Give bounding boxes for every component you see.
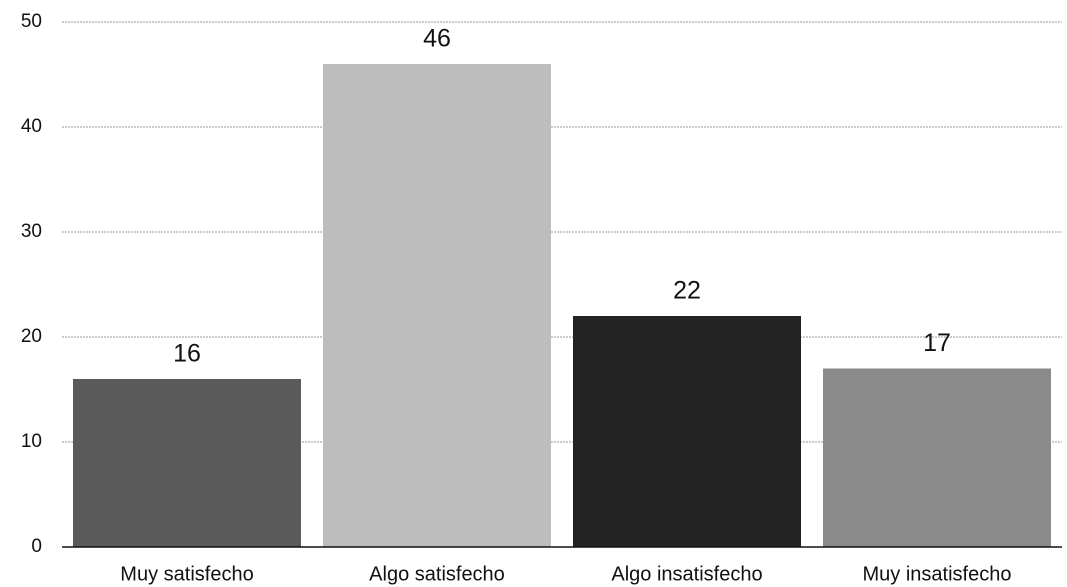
y-tick-label: 10 bbox=[21, 431, 42, 452]
value-label: 17 bbox=[923, 329, 951, 357]
y-tick-label: 50 bbox=[21, 11, 42, 32]
value-label: 16 bbox=[173, 340, 201, 368]
bar bbox=[823, 368, 1051, 547]
bar bbox=[573, 316, 801, 547]
value-label: 46 bbox=[423, 25, 451, 53]
value-label: 22 bbox=[673, 277, 701, 305]
bar bbox=[323, 64, 551, 547]
x-tick-label: Algo insatisfecho bbox=[611, 563, 762, 585]
y-tick-label: 20 bbox=[21, 326, 42, 347]
x-tick-label: Muy insatisfecho bbox=[863, 563, 1012, 585]
x-tick-label: Muy satisfecho bbox=[120, 563, 253, 585]
y-tick-label: 40 bbox=[21, 116, 42, 137]
x-tick-label: Algo satisfecho bbox=[369, 563, 505, 585]
bar bbox=[73, 379, 301, 547]
y-tick-label: 0 bbox=[31, 536, 42, 557]
y-tick-label: 30 bbox=[21, 221, 42, 242]
